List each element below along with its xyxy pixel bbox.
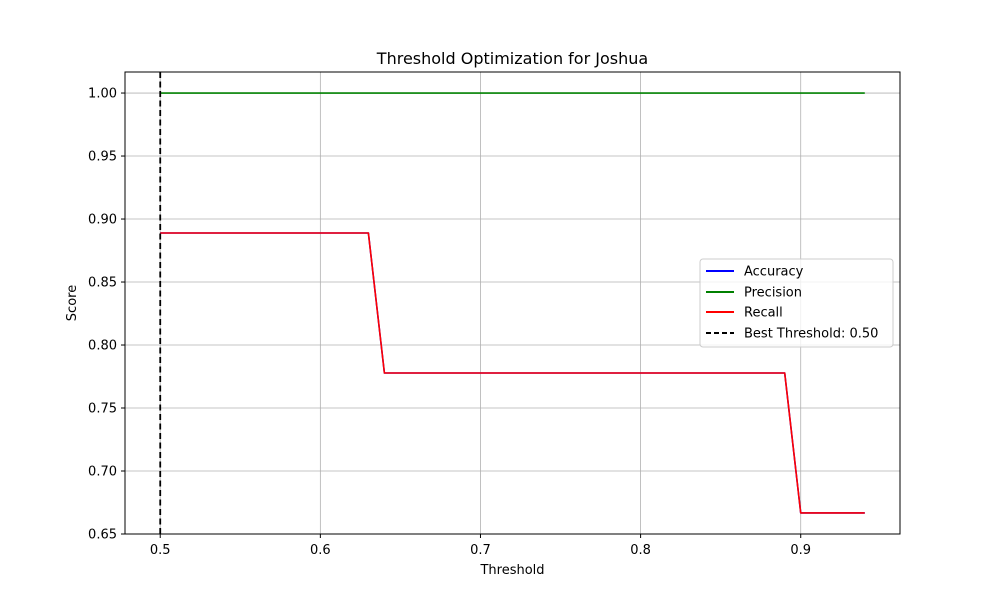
y-tick-label: 0.90 — [88, 213, 117, 228]
y-tick-label: 1.00 — [88, 87, 117, 102]
y-tick-label: 0.65 — [88, 528, 117, 543]
x-tick-label: 0.6 — [310, 543, 331, 558]
x-axis-title: Threshold — [479, 563, 544, 578]
legend-label-accuracy: Accuracy — [744, 265, 804, 280]
x-axis: 0.5 0.6 0.7 0.8 0.9 — [150, 534, 811, 558]
y-tick-label: 0.85 — [88, 276, 117, 291]
y-axis-title: Score — [65, 285, 80, 321]
legend-label-best-threshold: Best Threshold: 0.50 — [744, 327, 878, 342]
legend-label-recall: Recall — [744, 306, 783, 321]
legend-item-recall: Recall — [706, 306, 783, 321]
legend-item-best-threshold: Best Threshold: 0.50 — [706, 327, 878, 342]
legend-label-precision: Precision — [744, 286, 802, 301]
x-tick-label: 0.5 — [150, 543, 171, 558]
series-line-recall — [160, 232, 865, 514]
legend-box — [699, 258, 894, 348]
y-tick-label: 0.80 — [88, 339, 117, 354]
x-tick-label: 0.9 — [790, 543, 811, 558]
legend-item-precision: Precision — [706, 286, 802, 301]
plot-area-frame — [124, 71, 901, 535]
x-tick-label: 0.7 — [470, 543, 491, 558]
y-axis: 0.65 0.70 0.75 0.80 0.85 0.90 0.95 1.00 — [88, 87, 125, 543]
y-tick-label: 0.95 — [88, 150, 117, 165]
chart-title: Threshold Optimization for Joshua — [376, 49, 648, 68]
y-tick-label: 0.75 — [88, 402, 117, 417]
x-tick-label: 0.8 — [630, 543, 651, 558]
y-tick-label: 0.70 — [88, 465, 117, 480]
plot-lines — [159, 72, 865, 534]
legend-item-accuracy: Accuracy — [706, 265, 804, 280]
legend: Accuracy Precision Recall Best Threshold… — [699, 258, 894, 348]
